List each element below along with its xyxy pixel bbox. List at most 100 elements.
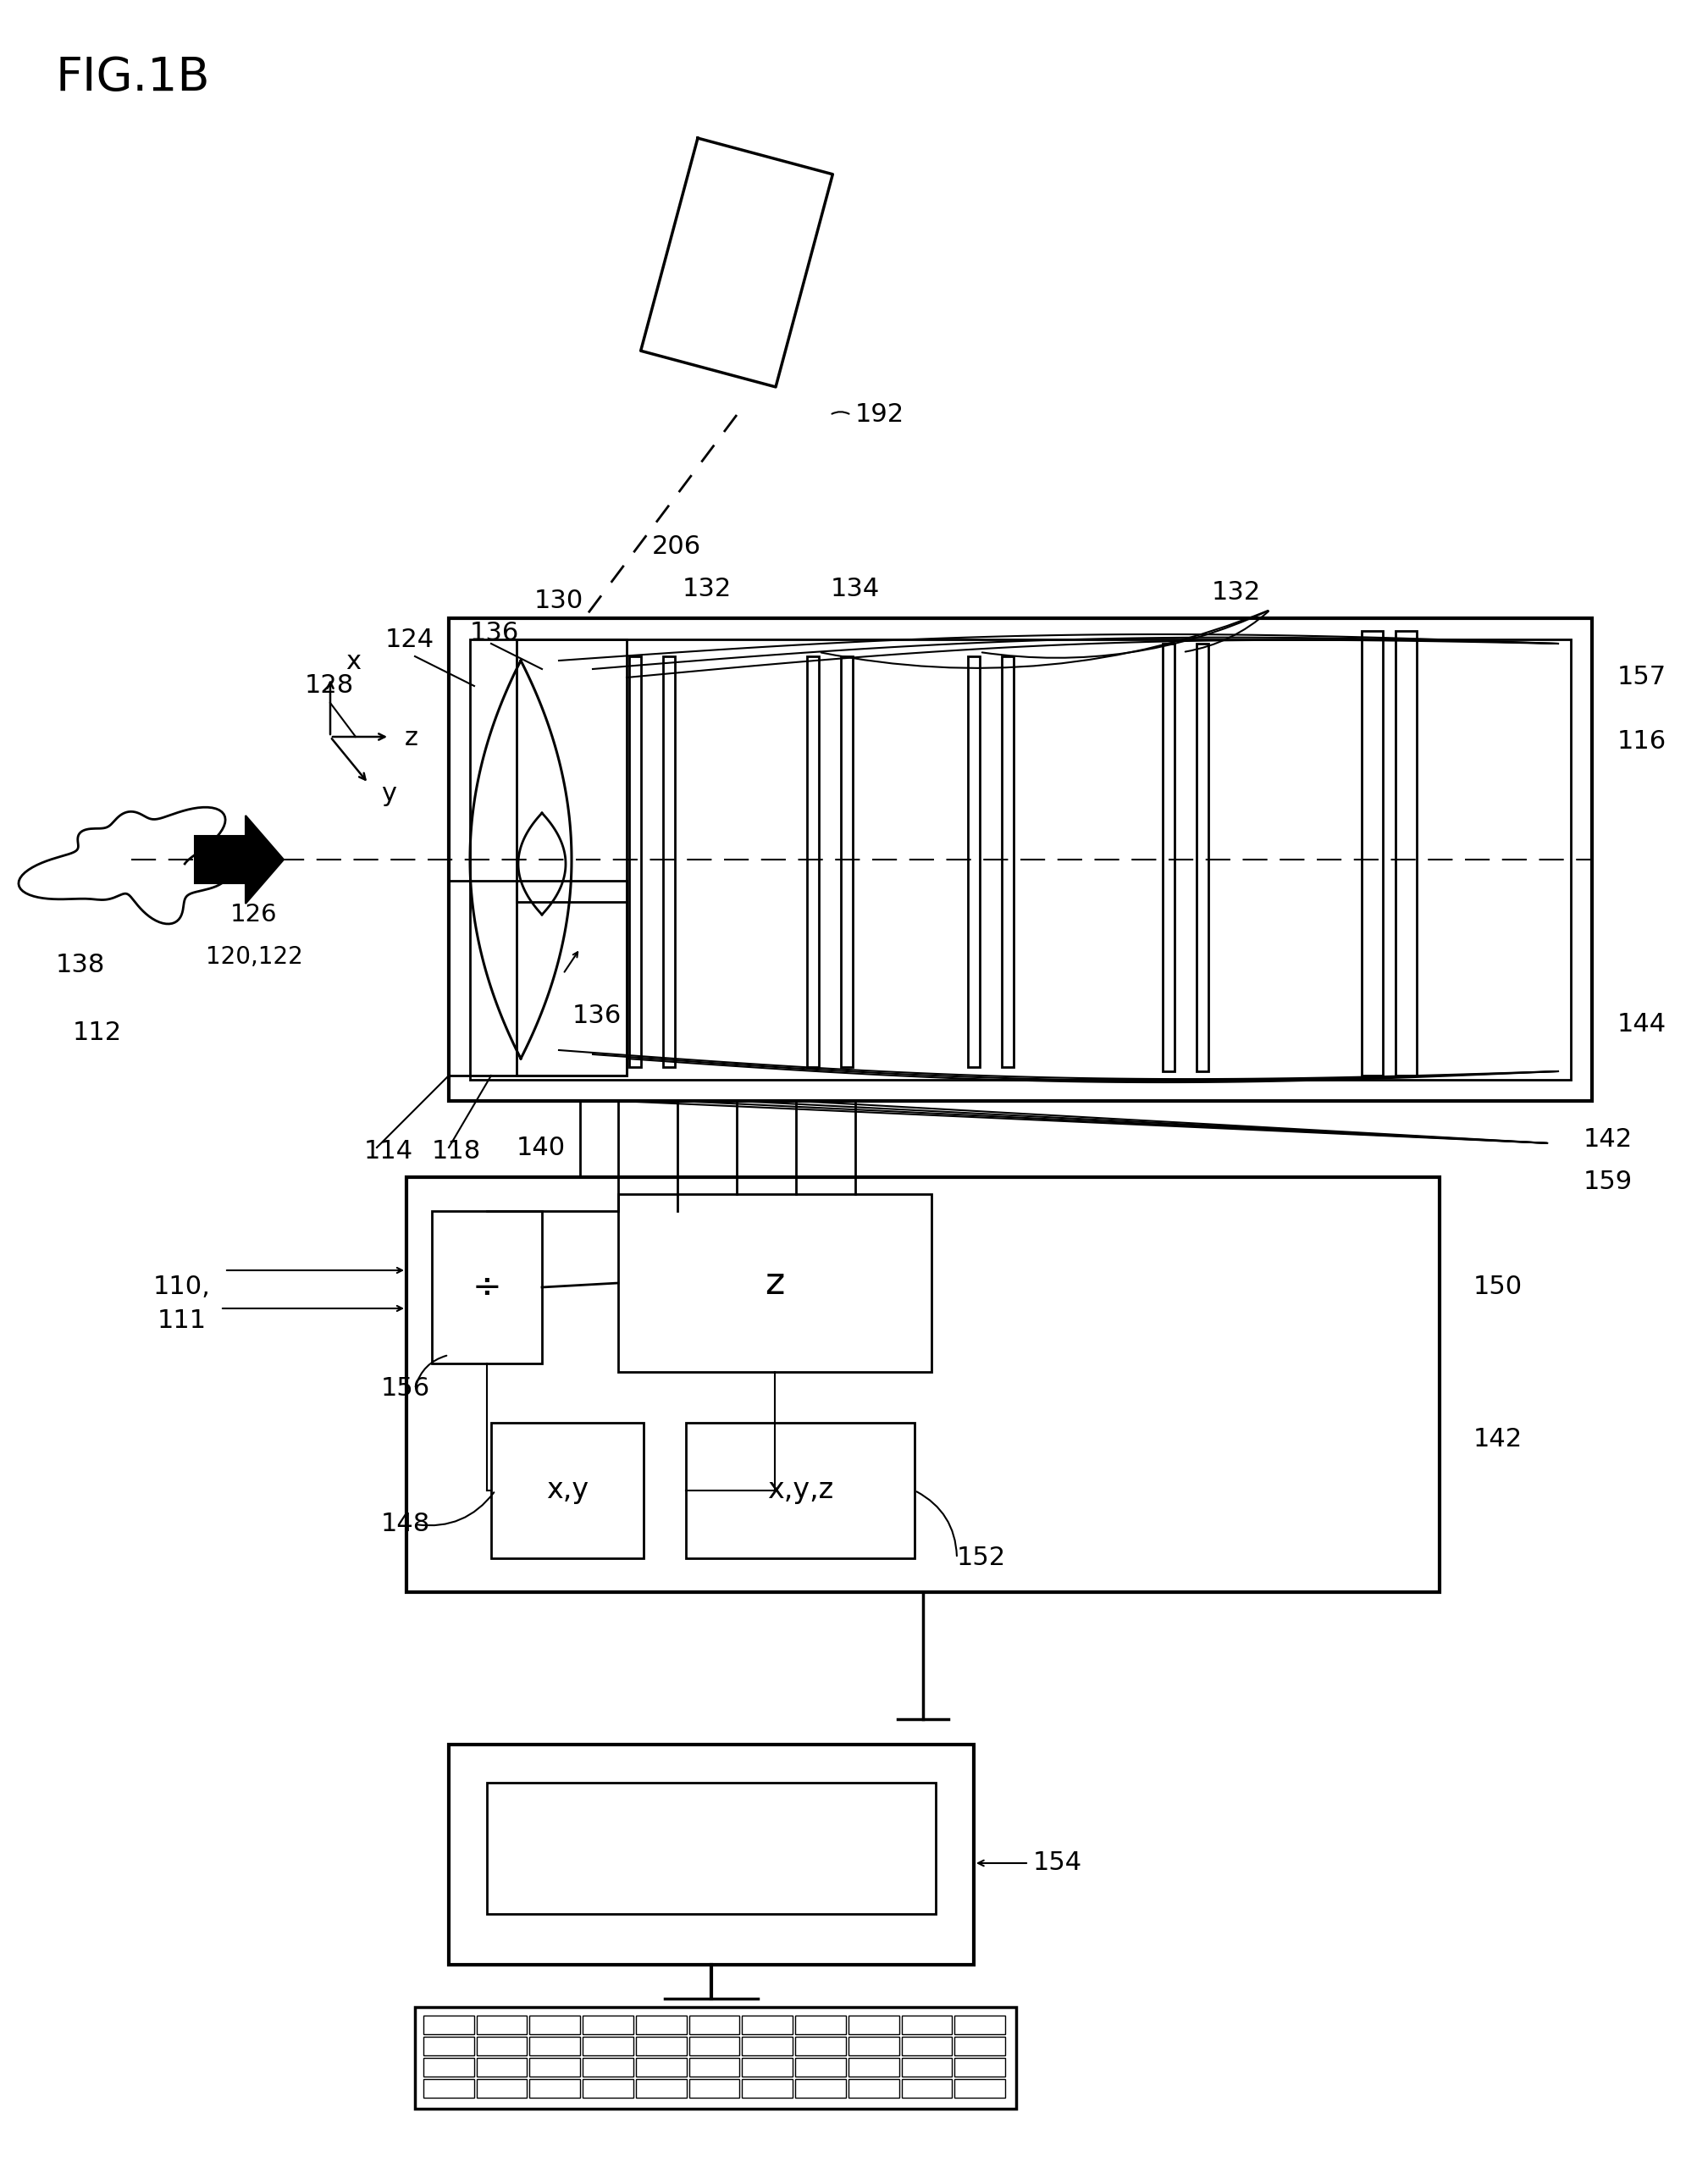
Text: 140: 140: [516, 1136, 565, 1160]
Text: 156: 156: [381, 1377, 430, 1401]
Bar: [415, 2008, 1016, 2109]
Polygon shape: [195, 815, 284, 904]
Text: z: z: [765, 1264, 784, 1301]
Bar: [582, 2016, 634, 2034]
Bar: [902, 2057, 951, 2077]
Bar: [849, 2079, 898, 2099]
Text: 128: 128: [304, 674, 354, 698]
Bar: [477, 2036, 528, 2055]
Bar: [688, 2079, 740, 2099]
Bar: [968, 657, 980, 1067]
Text: 142: 142: [1474, 1427, 1522, 1453]
Bar: [741, 2057, 793, 2077]
Text: 130: 130: [535, 590, 584, 614]
Bar: [741, 2079, 793, 2099]
Bar: [529, 2079, 581, 2099]
Bar: [424, 2079, 475, 2099]
Bar: [849, 2036, 898, 2055]
Bar: [470, 640, 1571, 1080]
Text: 157: 157: [1617, 666, 1667, 689]
Bar: [432, 1212, 541, 1364]
Text: 148: 148: [381, 1511, 430, 1537]
Bar: [955, 2036, 1004, 2055]
Bar: [840, 657, 852, 1067]
Bar: [582, 2057, 634, 2077]
Bar: [806, 657, 818, 1067]
Bar: [849, 2016, 898, 2034]
Bar: [955, 2057, 1004, 2077]
Bar: [902, 2036, 951, 2055]
Text: 138: 138: [56, 954, 106, 978]
Text: 116: 116: [1617, 728, 1667, 752]
Text: x,y: x,y: [547, 1476, 589, 1505]
Bar: [688, 2057, 740, 2077]
Bar: [582, 2079, 634, 2099]
Bar: [424, 2016, 475, 2034]
Text: 144: 144: [1617, 1012, 1667, 1036]
Bar: [1163, 644, 1175, 1071]
Bar: [688, 2016, 740, 2034]
Bar: [477, 2057, 528, 2077]
Text: 126: 126: [231, 902, 278, 926]
Bar: [487, 1782, 936, 1914]
Bar: [529, 2016, 581, 2034]
Text: 120,122: 120,122: [205, 945, 302, 969]
Bar: [424, 2057, 475, 2077]
Bar: [529, 2057, 581, 2077]
Bar: [796, 2016, 845, 2034]
Bar: [629, 657, 640, 1067]
Text: z: z: [405, 726, 418, 750]
Bar: [492, 1422, 644, 1559]
Bar: [796, 2057, 845, 2077]
Text: FIG.1B: FIG.1B: [55, 54, 210, 100]
Bar: [902, 2016, 951, 2034]
Bar: [1361, 631, 1383, 1075]
Text: 136: 136: [572, 1004, 622, 1028]
Text: x,y,z: x,y,z: [767, 1476, 834, 1505]
Text: 132: 132: [683, 577, 731, 601]
Text: ÷: ÷: [471, 1270, 502, 1305]
Text: 114: 114: [364, 1140, 413, 1164]
Text: x: x: [345, 650, 360, 674]
Bar: [1395, 631, 1416, 1075]
Bar: [449, 1745, 974, 1964]
Text: 134: 134: [830, 577, 880, 601]
Bar: [424, 2036, 475, 2055]
Bar: [635, 2079, 687, 2099]
Bar: [516, 640, 627, 902]
Text: 112: 112: [73, 1021, 121, 1045]
Bar: [635, 2036, 687, 2055]
Bar: [516, 880, 627, 1075]
Bar: [849, 2057, 898, 2077]
Bar: [796, 2079, 845, 2099]
Text: 192: 192: [856, 403, 905, 427]
Bar: [663, 657, 675, 1067]
Bar: [688, 2036, 740, 2055]
Bar: [741, 2036, 793, 2055]
Text: y: y: [381, 783, 396, 806]
Bar: [687, 1422, 914, 1559]
Text: 159: 159: [1583, 1169, 1633, 1195]
Bar: [635, 2057, 687, 2077]
Bar: [1197, 644, 1208, 1071]
Text: 118: 118: [432, 1140, 482, 1164]
Bar: [955, 2016, 1004, 2034]
Text: 150: 150: [1474, 1275, 1522, 1299]
Bar: [449, 618, 1592, 1101]
Bar: [407, 1177, 1440, 1591]
Bar: [477, 2016, 528, 2034]
Text: 136: 136: [470, 622, 519, 646]
Text: 152: 152: [956, 1546, 1006, 1570]
Bar: [902, 2079, 951, 2099]
Bar: [618, 1195, 931, 1372]
Bar: [477, 2079, 528, 2099]
Bar: [741, 2016, 793, 2034]
Text: 111: 111: [157, 1309, 207, 1333]
Text: 132: 132: [1211, 581, 1261, 605]
Bar: [955, 2079, 1004, 2099]
Text: 142: 142: [1583, 1127, 1633, 1151]
Bar: [796, 2036, 845, 2055]
Text: 154: 154: [1033, 1851, 1083, 1875]
Bar: [635, 2016, 687, 2034]
Text: 206: 206: [652, 533, 702, 559]
